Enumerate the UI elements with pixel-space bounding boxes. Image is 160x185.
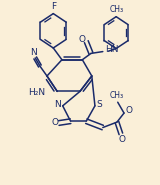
Text: HN: HN — [105, 45, 119, 54]
Text: F: F — [51, 2, 56, 11]
Text: N: N — [55, 100, 61, 109]
Text: CH₃: CH₃ — [110, 5, 124, 14]
Text: CH₃: CH₃ — [110, 91, 124, 100]
Text: O: O — [118, 135, 125, 144]
Text: O: O — [125, 106, 132, 115]
Text: O: O — [78, 35, 85, 44]
Text: O: O — [51, 118, 58, 127]
Text: H₂N: H₂N — [28, 88, 45, 97]
Text: N: N — [30, 48, 37, 57]
Text: S: S — [97, 100, 103, 109]
